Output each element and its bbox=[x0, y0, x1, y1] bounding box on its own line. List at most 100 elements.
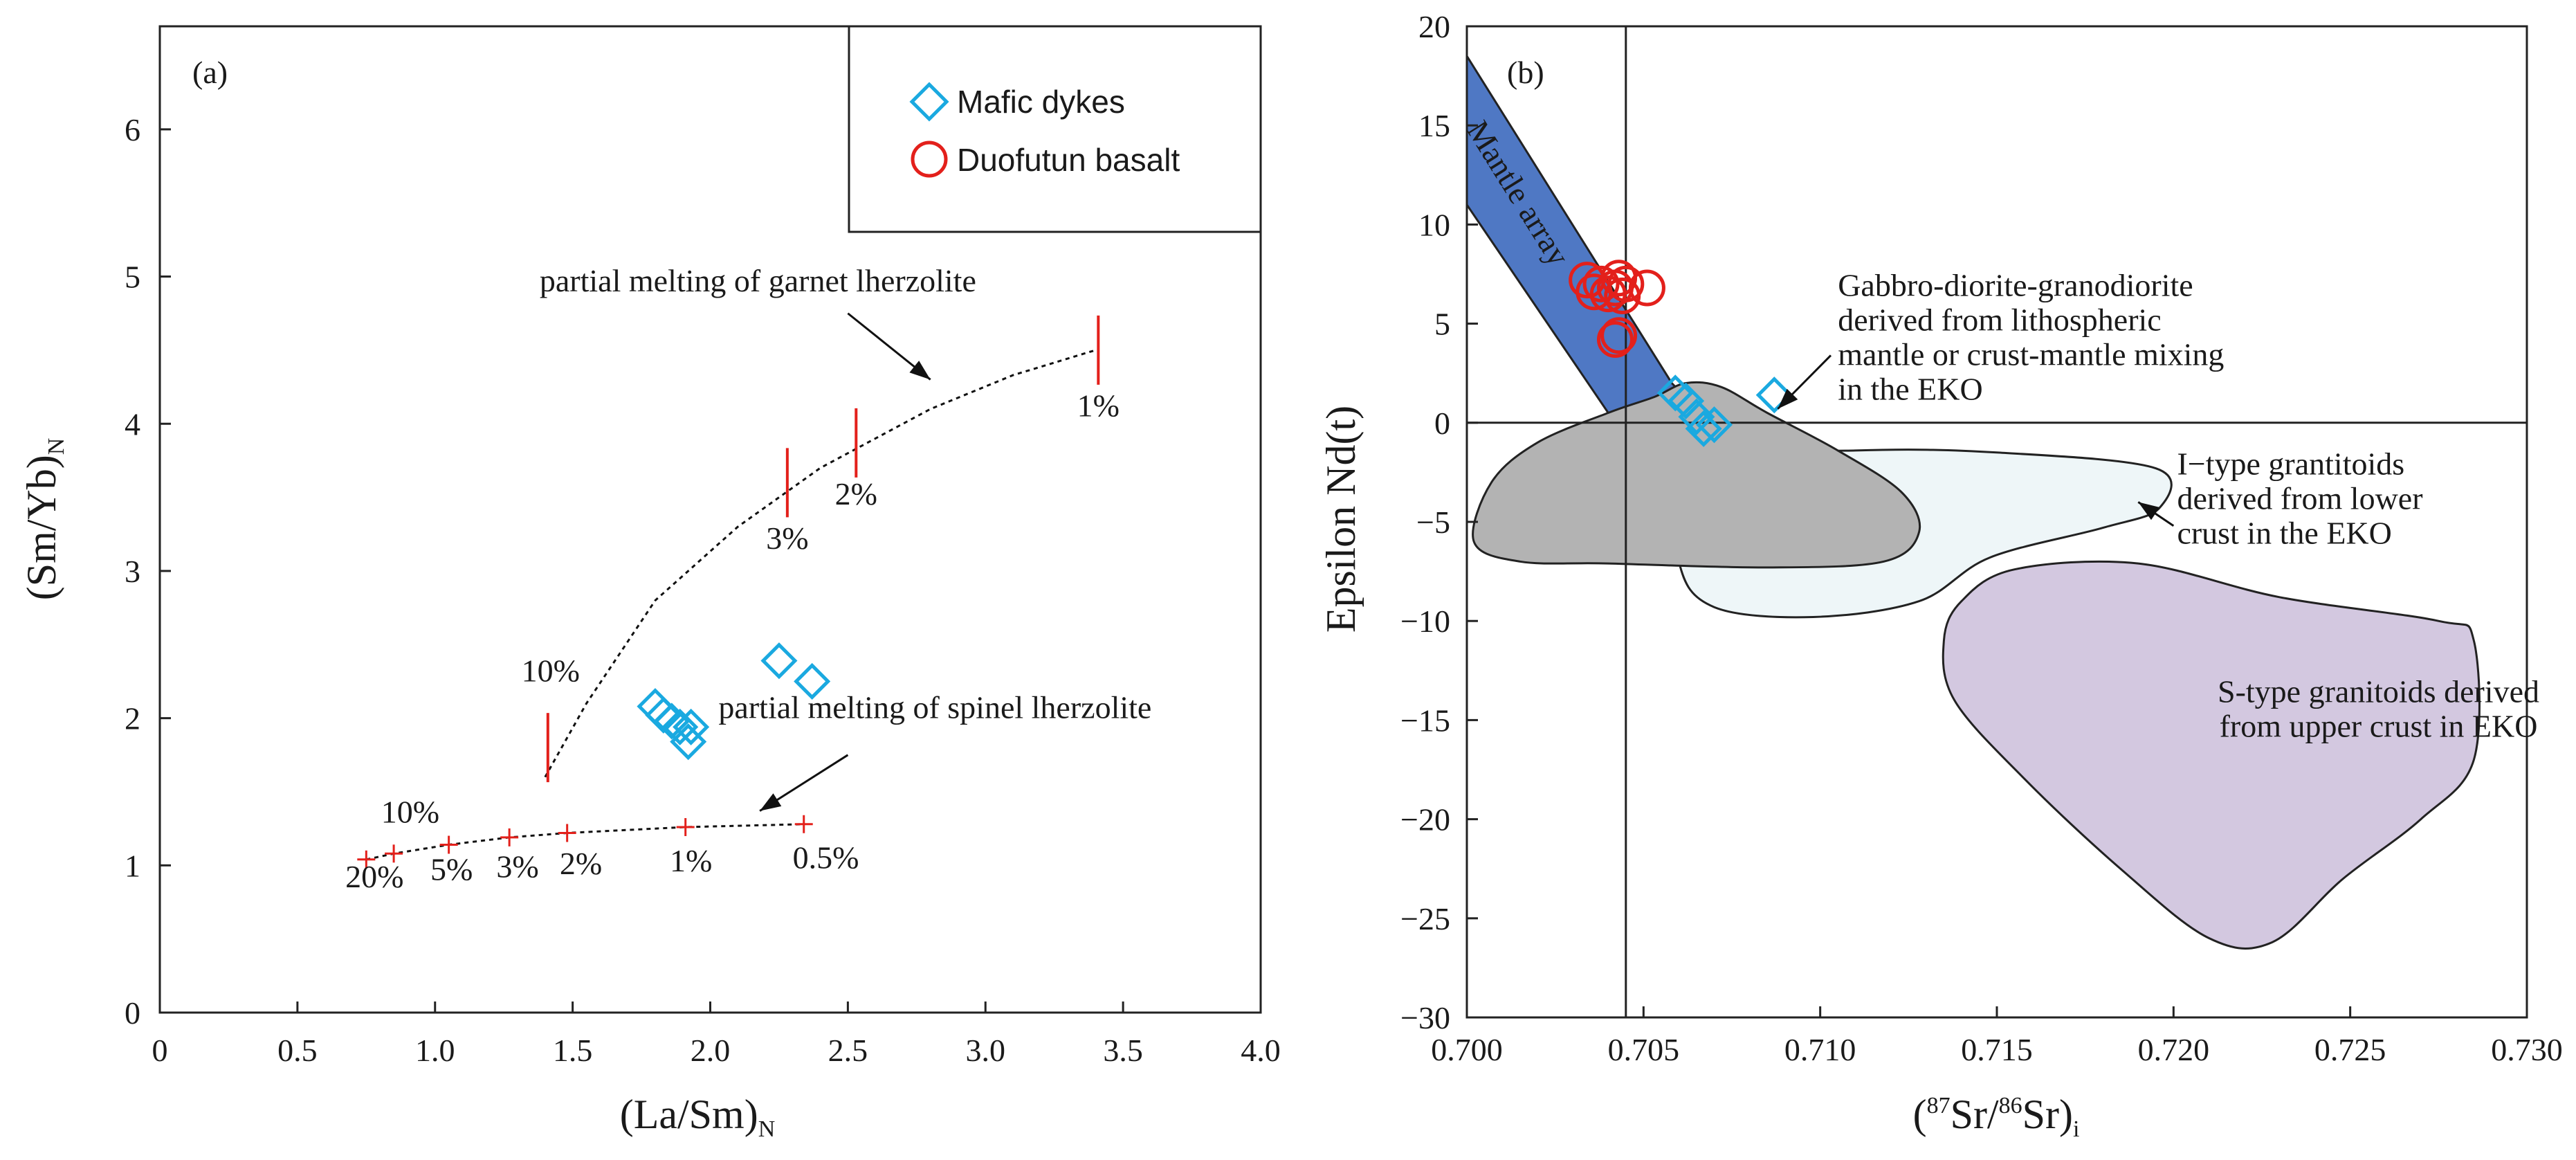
b-panel-label: (b) bbox=[1507, 55, 1544, 90]
a-x-tick-label: 0.5 bbox=[277, 1033, 318, 1068]
b-plot-frame bbox=[1465, 25, 2528, 1019]
b-annotation-line: derived from lithospheric bbox=[1838, 302, 2162, 338]
a-annotation-arrow-1-head bbox=[909, 361, 931, 380]
mafic-dyke-point bbox=[661, 708, 699, 745]
mafic-dyke-point bbox=[794, 662, 831, 700]
b-x-tick-label: 0.725 bbox=[2314, 1032, 2386, 1067]
b-annotation-line: crust in the EKO bbox=[2177, 515, 2391, 550]
b-y-tick-label: −5 bbox=[1416, 505, 1450, 540]
a-annotations: partial melting of garnet lherzolite part… bbox=[540, 263, 1151, 812]
b-annotation-line: Gabbro-diorite-granodiorite bbox=[1838, 268, 2193, 303]
mafic-dyke-point bbox=[1678, 398, 1715, 435]
a-y-tick-label: 6 bbox=[125, 112, 140, 147]
a-axis-ticks: 0 0.5 1.0 1.5 2.0 2.5 3.0 3.5 4.0 0 1 2 3 4 5 6 bbox=[125, 112, 1281, 1068]
a-legend: Mafic dykes Duofutun basalt bbox=[0, 0, 1262, 233]
b-y-tick-label: −20 bbox=[1400, 802, 1450, 837]
b-x-tick-label: 0.710 bbox=[1784, 1032, 1856, 1067]
a-x-tick-label: 1.5 bbox=[553, 1033, 593, 1068]
a-x-tick-label: 2.5 bbox=[828, 1033, 868, 1068]
legend-diamond-icon bbox=[909, 82, 949, 122]
b-annotation-arrow-1-head bbox=[1778, 388, 1798, 409]
b-y-tick-label: −15 bbox=[1400, 703, 1450, 738]
a-y-tick-label: 4 bbox=[125, 406, 140, 442]
b-annotation-line: from upper crust in EKO bbox=[2220, 709, 2538, 744]
b-x-tick-label: 0.705 bbox=[1608, 1032, 1680, 1067]
b-annotation-arrow-2-head bbox=[2138, 502, 2160, 520]
b-y-tick-label: 20 bbox=[1418, 9, 1450, 44]
a-melt-percent-label: 5% bbox=[430, 852, 473, 887]
a-y-axis-label: (Sm/Yb)N bbox=[19, 438, 69, 601]
b-annotation-line: in the EKO bbox=[1838, 372, 1983, 407]
b-x-tick-label: 0.720 bbox=[2138, 1032, 2210, 1067]
mafic-dyke-point bbox=[760, 642, 798, 680]
b-x-axis-label: (87Sr/86Sr)i bbox=[1913, 1091, 2080, 1142]
b-reference-lines bbox=[1467, 26, 2527, 1017]
duofutun-basalt-point bbox=[1600, 317, 1638, 354]
legend-mafic-label: Mafic dykes bbox=[957, 84, 1125, 120]
b-y-tick-label: 15 bbox=[1418, 108, 1450, 143]
b-y-axis-label: Epsilon Nd(t) bbox=[1318, 406, 1364, 633]
b-x-tick-label: 0.700 bbox=[1431, 1032, 1503, 1067]
b-y-tick-label: 10 bbox=[1418, 207, 1450, 242]
duofutun-basalt-point bbox=[1628, 269, 1665, 307]
a-melt-percent-label: 0.5% bbox=[793, 840, 859, 876]
legend-circle-icon bbox=[911, 141, 948, 178]
mafic-dyke-point bbox=[670, 723, 707, 761]
a-melt-percent-label: 2% bbox=[560, 846, 602, 881]
b-y-tick-label: −10 bbox=[1400, 604, 1450, 639]
b-y-tick-label: −30 bbox=[1400, 1000, 1450, 1035]
field-gabbro-diorite-granodiorite bbox=[1472, 381, 1921, 569]
a-legend-box bbox=[848, 25, 1262, 233]
legend-diamond-icon bbox=[0, 0, 1, 1]
a-x-tick-label: 1.0 bbox=[415, 1033, 455, 1068]
a-y-tick-label: 2 bbox=[125, 701, 140, 736]
a-melt-percent-label: 10% bbox=[381, 795, 439, 830]
mafic-dyke-point bbox=[1656, 374, 1694, 412]
b-data-points bbox=[1569, 260, 1793, 447]
duofutun-basalt-point bbox=[1596, 321, 1634, 359]
legend-basalt-label: Duofutun basalt bbox=[957, 142, 1180, 178]
a-y-tick-label: 3 bbox=[125, 554, 140, 589]
b-fields bbox=[1465, 52, 2481, 950]
mafic-dyke-point bbox=[1685, 410, 1722, 447]
field-s-type-granitoids bbox=[1942, 560, 2481, 950]
a-melt-percent-label: 3% bbox=[766, 520, 808, 556]
duofutun-basalt-point bbox=[1607, 265, 1645, 302]
a-x-tick-label: 2.0 bbox=[691, 1033, 731, 1068]
panel-a: 10% 3% 2% 1% 20% 10% 5% 3% 2% 1% 0.5% 0 0.5 1.0 1.5 2.… bbox=[0, 0, 1281, 1142]
b-axis-ticks: 0.700 0.705 0.710 0.715 0.720 0.725 0.730 20 15 1… bbox=[1400, 9, 2563, 1067]
field-mantle-array bbox=[1465, 52, 1703, 414]
a-annotation-arrow-2-head bbox=[760, 793, 782, 811]
a-data-points bbox=[637, 642, 831, 761]
a-melt-percent-label: 3% bbox=[496, 849, 538, 884]
b-y-tick-label: 0 bbox=[1434, 406, 1450, 441]
b-annotation-line: I−type grantitoids bbox=[2177, 446, 2404, 481]
a-x-tick-label: 3.0 bbox=[966, 1033, 1006, 1068]
a-melt-percent-label: 2% bbox=[835, 476, 877, 511]
b-y-tick-label: −25 bbox=[1400, 901, 1450, 936]
a-melt-percent-label: 1% bbox=[1077, 388, 1120, 424]
a-x-axis-label: (La/Sm)N bbox=[620, 1091, 776, 1142]
duofutun-basalt-point bbox=[1582, 265, 1620, 302]
a-plot-frame bbox=[158, 25, 1262, 1014]
b-annotation-line: mantle or crust-mantle mixing bbox=[1838, 337, 2224, 372]
a-melt-percent-label: 10% bbox=[522, 653, 580, 688]
mafic-dyke-point bbox=[1695, 406, 1733, 444]
a-panel-label: (a) bbox=[192, 55, 228, 90]
a-annotation-label: partial melting of garnet lherzolite bbox=[540, 263, 976, 298]
a-melting-curves: 10% 3% 2% 1% 20% 10% 5% 3% 2% 1% 0.5% bbox=[345, 315, 1120, 894]
b-x-tick-label: 0.715 bbox=[1961, 1032, 2033, 1067]
a-melt-percent-label: 1% bbox=[670, 843, 712, 878]
a-x-tick-label: 0 bbox=[152, 1033, 168, 1068]
a-x-tick-label: 3.5 bbox=[1103, 1033, 1143, 1068]
b-annotation-line: derived from lower bbox=[2177, 480, 2422, 516]
mafic-dyke-point bbox=[1668, 382, 1705, 419]
b-x-tick-label: 0.730 bbox=[2491, 1032, 2563, 1067]
b-y-tick-label: 5 bbox=[1434, 307, 1450, 342]
a-y-tick-label: 1 bbox=[125, 848, 140, 883]
panel-b: 0.700 0.705 0.710 0.715 0.720 0.725 0.730 20 15 1… bbox=[1318, 9, 2563, 1142]
